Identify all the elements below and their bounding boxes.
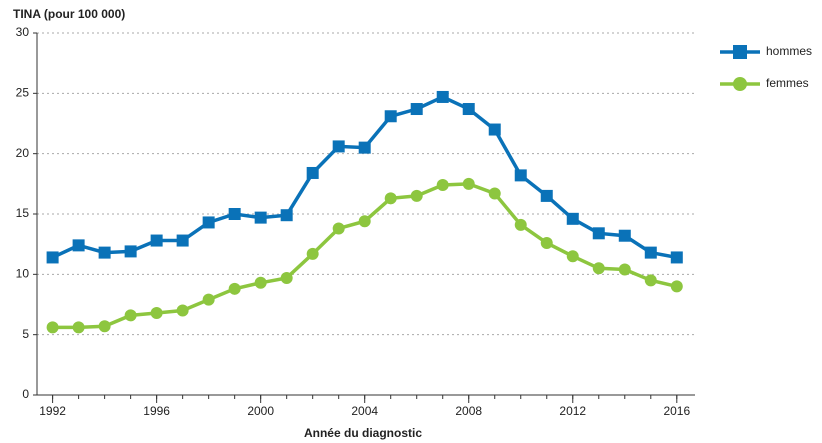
point xyxy=(618,263,631,276)
x-axis-label: Année du diagnostic xyxy=(304,426,422,440)
point xyxy=(72,239,85,252)
point xyxy=(436,90,449,103)
point xyxy=(228,282,241,295)
point xyxy=(670,251,683,264)
x-tick-label: 2008 xyxy=(455,404,482,418)
x-tick-label: 2012 xyxy=(559,404,586,418)
point xyxy=(644,274,657,287)
y-tick-label: 10 xyxy=(16,267,30,281)
point xyxy=(332,140,345,153)
point xyxy=(384,110,397,123)
point xyxy=(410,189,423,202)
point xyxy=(280,271,293,284)
point xyxy=(410,103,423,116)
point xyxy=(384,192,397,205)
point xyxy=(514,169,527,182)
legend-label: femmes xyxy=(766,76,809,90)
point xyxy=(644,246,657,259)
point xyxy=(46,251,59,264)
point xyxy=(488,123,501,136)
point xyxy=(566,212,579,225)
point xyxy=(540,189,553,202)
point xyxy=(514,218,527,231)
point xyxy=(254,276,267,289)
point xyxy=(436,179,449,192)
y-tick-label: 25 xyxy=(16,86,30,100)
y-tick-label: 5 xyxy=(22,327,29,341)
point xyxy=(72,321,85,334)
point xyxy=(202,216,215,229)
legend-marker xyxy=(733,45,747,59)
point xyxy=(124,309,137,322)
y-tick-label: 20 xyxy=(16,146,30,160)
point xyxy=(358,215,371,228)
x-tick-label: 1992 xyxy=(39,404,66,418)
point xyxy=(150,234,163,247)
point xyxy=(358,141,371,154)
point xyxy=(280,209,293,222)
point xyxy=(488,187,501,200)
x-tick-label: 1996 xyxy=(143,404,170,418)
point xyxy=(462,177,475,190)
chart-title: TINA (pour 100 000) xyxy=(13,7,125,21)
point xyxy=(150,306,163,319)
point xyxy=(306,247,319,260)
x-tick-label: 2016 xyxy=(663,404,690,418)
point xyxy=(124,245,137,258)
y-tick-label: 0 xyxy=(22,387,29,401)
point xyxy=(46,321,59,334)
point xyxy=(98,246,111,259)
legend-marker xyxy=(733,77,747,91)
line xyxy=(51,95,678,260)
point xyxy=(254,211,267,224)
point xyxy=(228,208,241,220)
x-tick-label: 2004 xyxy=(351,404,378,418)
line xyxy=(52,182,678,330)
point xyxy=(202,293,215,306)
point xyxy=(592,227,605,240)
y-tick-label: 15 xyxy=(16,206,30,220)
point xyxy=(306,166,319,179)
x-tick-label: 2000 xyxy=(247,404,274,418)
point xyxy=(176,304,189,317)
point xyxy=(176,234,189,247)
point xyxy=(618,229,631,242)
point xyxy=(592,262,605,275)
y-tick-label: 30 xyxy=(16,25,30,39)
point xyxy=(332,222,345,235)
point xyxy=(462,103,475,116)
legend-label: hommes xyxy=(766,44,812,58)
point xyxy=(670,280,683,293)
point xyxy=(566,250,579,263)
point xyxy=(540,236,553,249)
point xyxy=(98,320,111,333)
